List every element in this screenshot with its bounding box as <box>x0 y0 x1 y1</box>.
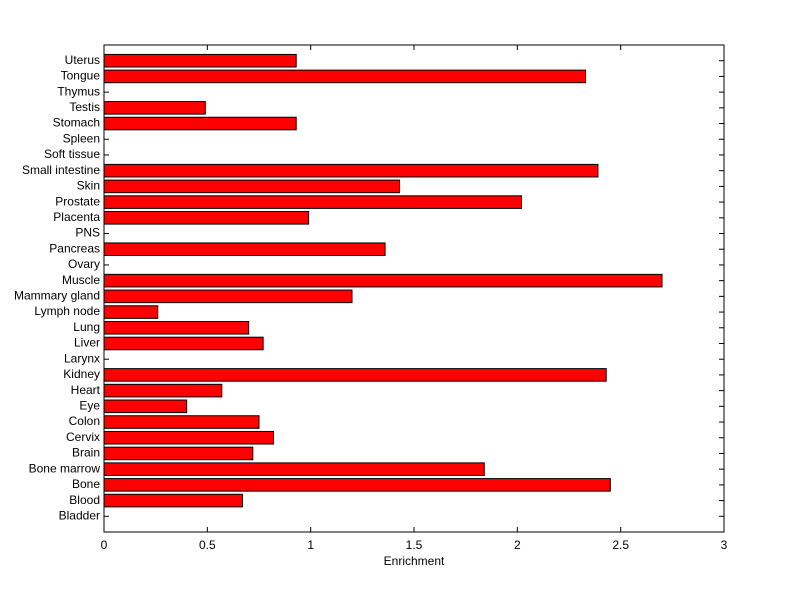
bar <box>103 462 485 476</box>
bar <box>103 69 587 84</box>
bar <box>103 336 264 351</box>
y-tick-label: Stomach <box>53 116 100 130</box>
bar <box>103 289 353 304</box>
y-tick-label: Bone marrow <box>29 461 101 475</box>
y-tick-label: Lung <box>73 320 100 334</box>
bar <box>103 101 206 115</box>
bar <box>103 195 522 209</box>
x-tick-label: 3 <box>721 538 728 552</box>
y-tick-label: Tongue <box>61 69 101 83</box>
bar <box>103 273 663 288</box>
bar <box>103 320 250 335</box>
bar <box>103 116 297 131</box>
y-tick-label: Lymph node <box>34 304 100 318</box>
y-tick-label: Prostate <box>55 194 100 208</box>
y-tick-label: Eye <box>79 398 100 412</box>
y-tick-label: Colon <box>69 414 100 428</box>
y-tick-label: Spleen <box>63 131 100 145</box>
bar <box>103 368 607 382</box>
bar <box>103 211 310 225</box>
y-tick-label: Blood <box>69 493 100 507</box>
y-tick-label: Liver <box>74 336 100 350</box>
y-tick-label: Larynx <box>64 351 100 365</box>
bar <box>103 53 297 68</box>
y-tick-label: Testis <box>69 100 100 114</box>
bar <box>103 415 260 429</box>
x-tick-label: 2.5 <box>612 538 629 552</box>
y-tick-label: Soft tissue <box>44 147 100 161</box>
x-tick-label: 0 <box>101 538 108 552</box>
y-tick-label: Cervix <box>66 430 100 444</box>
bar <box>103 305 159 319</box>
y-tick-label: Bladder <box>59 508 100 522</box>
bar <box>103 446 254 461</box>
y-tick-label: PNS <box>75 226 100 240</box>
x-tick-label: 1.5 <box>406 538 423 552</box>
bar <box>103 493 243 508</box>
y-tick-label: Ovary <box>68 257 100 271</box>
y-tick-label: Muscle <box>62 273 100 287</box>
y-tick-label: Mammary gland <box>14 289 100 303</box>
y-tick-label: Brain <box>72 446 100 460</box>
x-axis-label: Enrichment <box>384 554 445 568</box>
bar <box>103 242 386 257</box>
x-tick-label: 2 <box>514 538 521 552</box>
y-tick-label: Thymus <box>57 84 100 98</box>
bar <box>103 163 599 178</box>
bar <box>103 430 274 445</box>
bar <box>103 179 401 194</box>
x-tick-label: 0.5 <box>199 538 216 552</box>
y-tick-label: Skin <box>77 179 100 193</box>
y-tick-label: Pancreas <box>49 241 100 255</box>
bar <box>103 478 611 492</box>
y-tick-label: Kidney <box>63 367 100 381</box>
y-tick-label: Small intestine <box>22 163 100 177</box>
y-tick-label: Uterus <box>65 53 100 67</box>
y-tick-label: Placenta <box>53 210 100 224</box>
bar <box>103 399 188 414</box>
bar <box>103 383 223 398</box>
x-tick-label: 1 <box>307 538 314 552</box>
y-tick-label: Heart <box>71 383 101 397</box>
y-tick-label: Bone <box>72 477 100 491</box>
